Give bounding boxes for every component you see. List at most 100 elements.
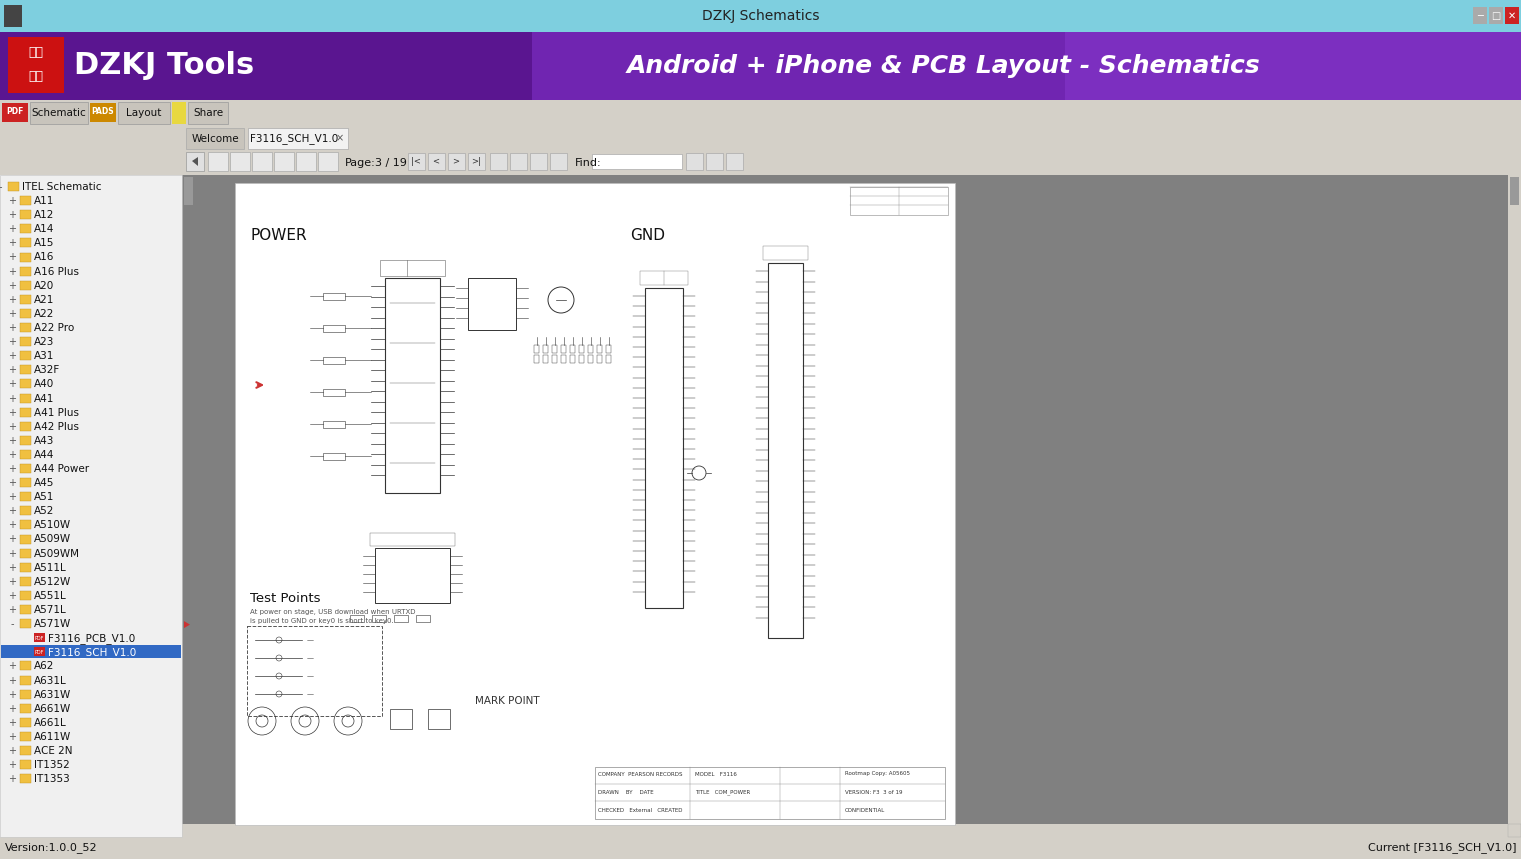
Bar bbox=[20, 266, 30, 276]
Text: Version:1.0.0_52: Version:1.0.0_52 bbox=[5, 843, 97, 854]
Text: A44: A44 bbox=[33, 450, 55, 460]
Bar bbox=[248, 128, 348, 149]
Bar bbox=[561, 355, 566, 363]
Text: A631W: A631W bbox=[33, 690, 71, 699]
Bar bbox=[246, 626, 382, 716]
Text: +: + bbox=[8, 774, 17, 784]
Bar bbox=[468, 278, 516, 330]
Text: DZKJ Schematics: DZKJ Schematics bbox=[701, 9, 820, 23]
Text: MARK POINT: MARK POINT bbox=[475, 696, 540, 706]
Bar bbox=[20, 196, 30, 205]
Text: At power on stage, USB download when URTXD: At power on stage, USB download when URT… bbox=[249, 609, 415, 615]
Bar bbox=[20, 591, 30, 600]
Bar bbox=[561, 345, 566, 353]
Bar bbox=[768, 263, 803, 638]
Text: ×: × bbox=[336, 133, 344, 143]
Bar bbox=[322, 325, 345, 332]
Bar bbox=[370, 533, 455, 546]
Text: +: + bbox=[8, 309, 17, 319]
Text: DRAWN    BY    DATE: DRAWN BY DATE bbox=[598, 789, 654, 795]
Text: CONFIDENTIAL: CONFIDENTIAL bbox=[846, 807, 885, 813]
Polygon shape bbox=[184, 621, 190, 628]
Bar bbox=[552, 355, 557, 363]
Text: A31: A31 bbox=[33, 351, 55, 361]
Text: +: + bbox=[8, 450, 17, 460]
Text: +: + bbox=[8, 675, 17, 685]
Text: +: + bbox=[8, 746, 17, 756]
Bar bbox=[20, 718, 30, 727]
Text: Share: Share bbox=[193, 108, 224, 118]
Bar bbox=[236, 183, 955, 825]
Bar bbox=[449, 153, 465, 170]
Bar bbox=[20, 619, 30, 628]
Bar bbox=[580, 355, 584, 363]
Text: ACE 2N: ACE 2N bbox=[33, 746, 73, 756]
Bar bbox=[183, 175, 195, 837]
Bar bbox=[183, 175, 1521, 837]
Text: —: — bbox=[307, 691, 313, 697]
Bar bbox=[645, 288, 683, 608]
Bar bbox=[20, 337, 30, 346]
Text: CHECKED   External   CREATED: CHECKED External CREATED bbox=[598, 807, 683, 813]
Text: +: + bbox=[8, 534, 17, 545]
Text: A509W: A509W bbox=[33, 534, 71, 545]
Text: +: + bbox=[8, 337, 17, 347]
Text: 3 / 19: 3 / 19 bbox=[376, 158, 408, 168]
Bar bbox=[230, 152, 249, 171]
Text: A21: A21 bbox=[33, 295, 55, 305]
Bar bbox=[570, 355, 575, 363]
Bar bbox=[20, 478, 30, 487]
Bar bbox=[186, 152, 204, 171]
Bar bbox=[20, 576, 30, 586]
Text: +: + bbox=[8, 253, 17, 263]
Polygon shape bbox=[192, 157, 198, 166]
Text: A22 Pro: A22 Pro bbox=[33, 323, 75, 333]
Bar bbox=[20, 323, 30, 332]
Bar bbox=[8, 182, 18, 191]
Bar bbox=[20, 661, 30, 670]
Text: A41: A41 bbox=[33, 393, 55, 404]
Text: A20: A20 bbox=[33, 281, 55, 290]
Text: +: + bbox=[8, 422, 17, 432]
Bar bbox=[20, 521, 30, 529]
Text: +: + bbox=[8, 576, 17, 587]
Text: +: + bbox=[8, 436, 17, 446]
Bar bbox=[0, 0, 1521, 32]
Text: VERSION: F3  3 of 19: VERSION: F3 3 of 19 bbox=[846, 789, 902, 795]
Text: Test Points: Test Points bbox=[249, 592, 321, 605]
Text: A51: A51 bbox=[33, 492, 55, 503]
Bar bbox=[20, 605, 30, 614]
Text: Schematic: Schematic bbox=[32, 108, 87, 118]
Text: COMPANY  PEARSON RECORDS: COMPANY PEARSON RECORDS bbox=[598, 771, 683, 777]
Text: A22: A22 bbox=[33, 309, 55, 319]
Bar bbox=[20, 393, 30, 403]
Text: +: + bbox=[8, 210, 17, 220]
Bar bbox=[8, 37, 64, 93]
Bar bbox=[543, 345, 548, 353]
Bar bbox=[20, 351, 30, 360]
Bar bbox=[598, 345, 602, 353]
Bar bbox=[20, 253, 30, 261]
Bar bbox=[1489, 7, 1503, 24]
Text: +: + bbox=[8, 239, 17, 248]
Bar bbox=[605, 345, 611, 353]
Bar bbox=[640, 271, 687, 285]
Text: POWER: POWER bbox=[249, 228, 307, 242]
Bar bbox=[598, 355, 602, 363]
Text: A510W: A510W bbox=[33, 521, 71, 530]
Bar bbox=[20, 224, 30, 234]
Text: +: + bbox=[8, 464, 17, 474]
Bar bbox=[380, 260, 446, 276]
Text: Android + iPhone & PCB Layout - Schematics: Android + iPhone & PCB Layout - Schemati… bbox=[627, 54, 1259, 78]
Bar bbox=[274, 152, 294, 171]
Bar bbox=[172, 102, 186, 124]
Bar bbox=[20, 690, 30, 698]
Bar bbox=[186, 128, 243, 149]
Text: —: — bbox=[307, 637, 313, 643]
Text: +: + bbox=[8, 393, 17, 404]
Bar bbox=[322, 357, 345, 364]
Text: PDF: PDF bbox=[35, 636, 44, 641]
Text: A571L: A571L bbox=[33, 605, 67, 615]
Text: |<: |< bbox=[411, 156, 421, 166]
Text: A511L: A511L bbox=[33, 563, 67, 573]
